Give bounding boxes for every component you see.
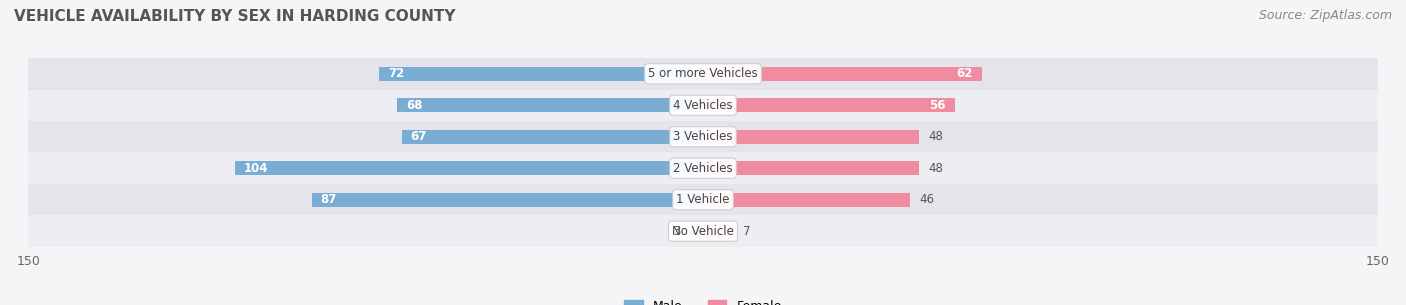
Text: 87: 87 — [321, 193, 337, 206]
Bar — [703, 224, 734, 238]
Text: 3 Vehicles: 3 Vehicles — [673, 130, 733, 143]
Bar — [402, 130, 703, 144]
Bar — [703, 98, 955, 112]
Bar — [312, 193, 703, 207]
Text: 1 Vehicle: 1 Vehicle — [676, 193, 730, 206]
Text: 48: 48 — [928, 162, 943, 175]
Text: 2 Vehicles: 2 Vehicles — [673, 162, 733, 175]
Text: No Vehicle: No Vehicle — [672, 225, 734, 238]
Bar — [28, 90, 1378, 121]
Text: 67: 67 — [411, 130, 427, 143]
Text: 48: 48 — [928, 130, 943, 143]
Text: 56: 56 — [929, 99, 946, 112]
Legend: Male, Female: Male, Female — [619, 295, 787, 305]
Bar — [28, 152, 1378, 184]
Text: 5 or more Vehicles: 5 or more Vehicles — [648, 67, 758, 80]
Bar — [703, 161, 920, 175]
Bar — [28, 121, 1378, 152]
Text: VEHICLE AVAILABILITY BY SEX IN HARDING COUNTY: VEHICLE AVAILABILITY BY SEX IN HARDING C… — [14, 9, 456, 24]
Bar — [28, 215, 1378, 247]
Bar — [703, 193, 910, 207]
Text: Source: ZipAtlas.com: Source: ZipAtlas.com — [1258, 9, 1392, 22]
Bar — [396, 98, 703, 112]
Bar — [689, 224, 703, 238]
Text: 3: 3 — [673, 225, 681, 238]
Bar — [28, 184, 1378, 215]
Text: 68: 68 — [406, 99, 423, 112]
Bar — [28, 58, 1378, 90]
Bar — [235, 161, 703, 175]
Bar — [380, 67, 703, 81]
Text: 104: 104 — [245, 162, 269, 175]
Bar — [703, 130, 920, 144]
Text: 72: 72 — [388, 67, 405, 80]
Bar — [703, 67, 981, 81]
Text: 62: 62 — [956, 67, 973, 80]
Text: 46: 46 — [920, 193, 934, 206]
Text: 4 Vehicles: 4 Vehicles — [673, 99, 733, 112]
Text: 7: 7 — [744, 225, 751, 238]
